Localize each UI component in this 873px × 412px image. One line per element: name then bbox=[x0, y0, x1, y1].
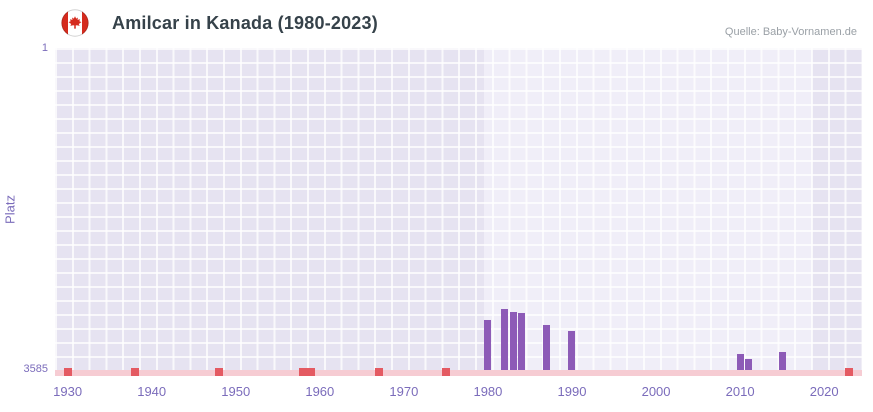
x-tick-label: 1930 bbox=[53, 384, 83, 399]
rank-bar-1983[interactable] bbox=[509, 312, 517, 370]
rank-bar-1990[interactable] bbox=[568, 330, 576, 370]
x-tick-label: 1950 bbox=[221, 384, 251, 399]
x-axis-strip bbox=[55, 370, 862, 376]
x-tick-label: 1990 bbox=[557, 384, 587, 399]
unranked-marker-1975[interactable] bbox=[441, 368, 450, 376]
rank-bar-2011[interactable] bbox=[745, 358, 753, 370]
rank-bar-2010[interactable] bbox=[736, 353, 744, 370]
bars-layer bbox=[55, 48, 862, 370]
y-axis-title: Platz bbox=[2, 195, 18, 224]
x-tick-label: 1980 bbox=[473, 384, 503, 399]
rank-bar-1980[interactable] bbox=[484, 320, 492, 370]
rank-bar-1987[interactable] bbox=[543, 325, 551, 370]
unranked-marker-1958[interactable] bbox=[298, 368, 307, 376]
x-tick-label: 1970 bbox=[389, 384, 419, 399]
chart-title: Amilcar in Kanada (1980-2023) bbox=[112, 13, 378, 33]
grid-overlay bbox=[55, 48, 862, 370]
y-tick-min: 3585 bbox=[23, 363, 48, 375]
y-tick-max: 1 bbox=[41, 42, 48, 54]
x-tick-labels: 1930 1940 1950 1960 1970 1980 1990 2000 2010 2020 bbox=[53, 384, 862, 400]
unranked-marker-1930[interactable] bbox=[63, 368, 72, 376]
x-tick-label: 1960 bbox=[305, 384, 335, 399]
unranked-marker-1938[interactable] bbox=[130, 368, 139, 376]
markers-layer bbox=[55, 368, 862, 376]
canada-flag-icon bbox=[61, 9, 89, 37]
unranked-marker-1967[interactable] bbox=[374, 368, 383, 376]
x-tick-label: 2020 bbox=[809, 384, 839, 399]
rank-bar-1984[interactable] bbox=[518, 312, 526, 370]
plot-area bbox=[55, 48, 862, 370]
x-tick-label: 1940 bbox=[137, 384, 167, 399]
x-tick-label: 2000 bbox=[641, 384, 671, 399]
rank-bar-1982[interactable] bbox=[501, 308, 509, 370]
x-tick-label: 2010 bbox=[725, 384, 755, 399]
unranked-marker-2023[interactable] bbox=[845, 368, 854, 376]
unranked-marker-1959[interactable] bbox=[307, 368, 316, 376]
unranked-marker-1948[interactable] bbox=[214, 368, 223, 376]
source-credit: Quelle: Baby-Vornamen.de bbox=[724, 26, 857, 38]
rank-bar-2015[interactable] bbox=[778, 352, 786, 370]
